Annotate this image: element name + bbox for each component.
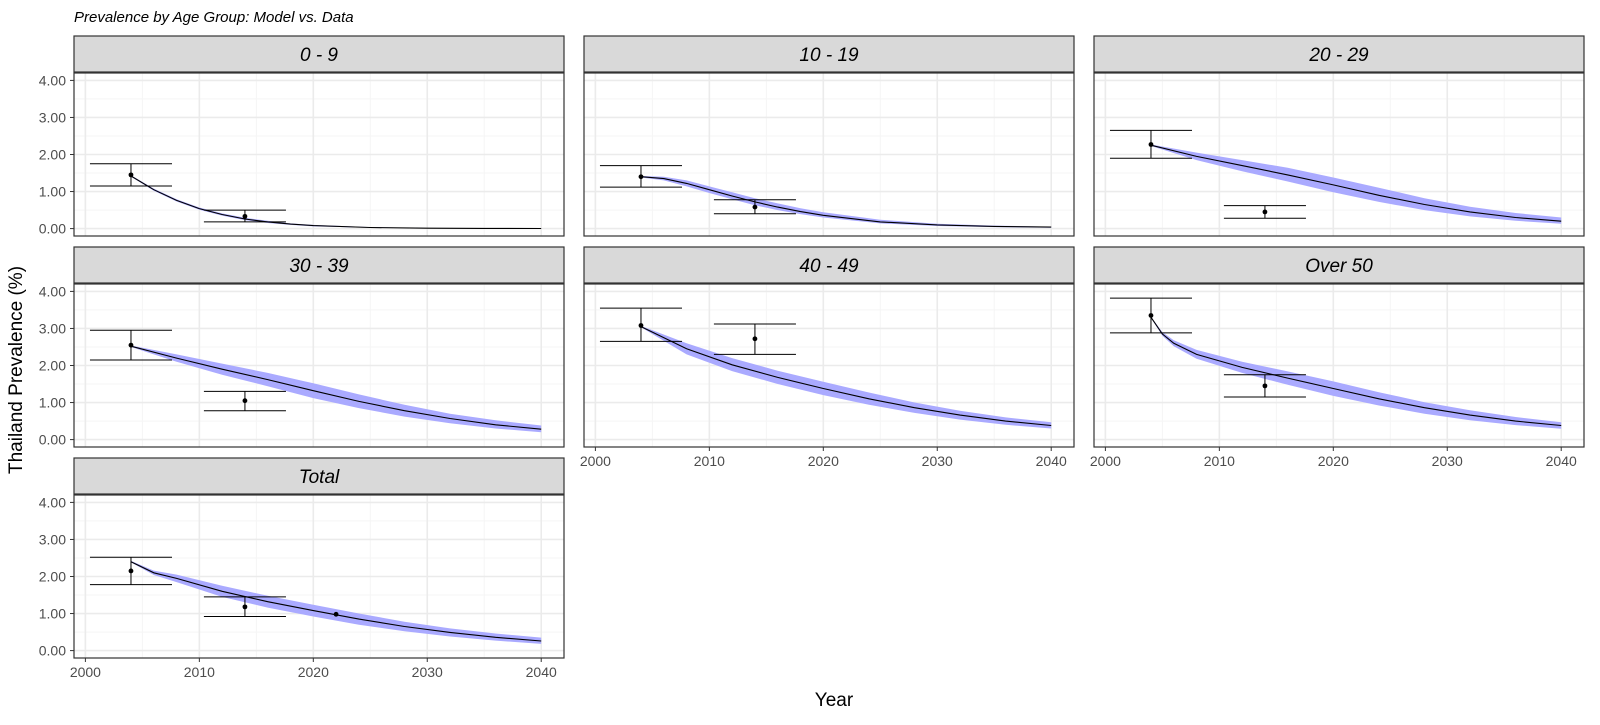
facet-panel: Over 50 2000 2010 2020 2030 2040 xyxy=(1090,246,1585,469)
model-line xyxy=(640,176,1052,228)
observed-point xyxy=(1148,313,1154,318)
model-ribbon xyxy=(1151,316,1562,429)
facet-strip-label: 10 - 19 xyxy=(799,45,859,66)
facet-strip-label: 20 - 29 xyxy=(1308,45,1369,66)
facet-panel: 30 - 39 0.00 1.00 2.00 3.00 4.00 xyxy=(39,246,565,448)
x-tick-label: 2030 xyxy=(412,664,443,680)
x-tick-label: 2000 xyxy=(70,664,101,680)
observed-point xyxy=(128,568,134,574)
y-tick-label: 2.00 xyxy=(39,147,66,163)
observed-point xyxy=(242,213,248,219)
panel-border xyxy=(583,283,1075,448)
x-tick-label: 2040 xyxy=(1036,453,1067,469)
facet-panel: 20 - 29 xyxy=(1093,35,1585,237)
facet-strip xyxy=(583,35,1075,73)
model-line xyxy=(640,326,1052,427)
y-tick-label: 4.00 xyxy=(39,283,66,299)
x-tick-label: 2030 xyxy=(1432,453,1463,469)
model-line xyxy=(130,345,542,430)
y-tick-label: 4.00 xyxy=(39,72,66,88)
x-tick-label: 2030 xyxy=(922,453,953,469)
x-tick-label: 2020 xyxy=(1318,453,1349,469)
y-tick-label: 2.00 xyxy=(39,569,66,585)
x-tick-label: 2020 xyxy=(298,664,329,680)
observed-point xyxy=(1262,209,1268,215)
x-tick-label: 2040 xyxy=(1546,453,1577,469)
facet-strip xyxy=(583,246,1075,284)
facet-strip-label: 0 - 9 xyxy=(300,45,338,66)
x-tick-label: 2040 xyxy=(526,664,557,680)
y-axis-title: Thailand Prevalence (%) xyxy=(6,266,27,474)
panels-layer: 0 - 9 0.00 1.00 2.00 3.00 4.00 10 - 19 20 - 29 3… xyxy=(39,35,1585,680)
y-tick-label: 2.00 xyxy=(39,358,66,374)
panel-border xyxy=(1093,283,1585,448)
facet-strip xyxy=(73,246,565,284)
observed-point xyxy=(242,398,248,404)
y-tick-label: 3.00 xyxy=(39,320,66,336)
facet-strip-label: 40 - 49 xyxy=(799,256,859,277)
observed-point xyxy=(638,174,644,180)
observed-point xyxy=(752,204,758,210)
facet-strip-label: Total xyxy=(299,467,340,488)
y-tick-label: 1.00 xyxy=(39,184,66,200)
facet-strip xyxy=(1093,246,1585,284)
x-tick-label: 2020 xyxy=(808,453,839,469)
y-tick-label: 0.00 xyxy=(39,221,66,237)
observed-point xyxy=(128,342,134,348)
facet-strip-label: Over 50 xyxy=(1305,256,1373,277)
y-tick-label: 1.00 xyxy=(39,606,66,622)
model-line xyxy=(130,561,542,642)
facet-strip xyxy=(73,457,565,495)
y-tick-label: 3.00 xyxy=(39,109,66,125)
y-tick-label: 4.00 xyxy=(39,494,66,510)
model-ribbon xyxy=(641,325,1052,429)
y-tick-label: 1.00 xyxy=(39,395,66,411)
observed-point xyxy=(752,336,758,342)
facet-panel: Total 0.00 1.00 2.00 3.00 4.00 2000 2010 2020 203… xyxy=(39,457,565,680)
x-tick-label: 2000 xyxy=(1090,453,1121,469)
x-tick-label: 2010 xyxy=(184,664,215,680)
facet-strip xyxy=(1093,35,1585,73)
observed-point xyxy=(1148,142,1154,147)
panel-border xyxy=(583,72,1075,237)
model-line xyxy=(1150,316,1562,427)
x-tick-label: 2000 xyxy=(580,453,611,469)
observed-point xyxy=(638,323,644,328)
y-tick-label: 0.00 xyxy=(39,432,66,448)
x-tick-label: 2010 xyxy=(1204,453,1235,469)
observed-point xyxy=(242,604,248,610)
model-ribbon xyxy=(1151,144,1562,224)
y-tick-label: 3.00 xyxy=(39,531,66,547)
facet-strip-label: 30 - 39 xyxy=(289,256,349,277)
x-tick-label: 2010 xyxy=(694,453,725,469)
model-ribbon xyxy=(131,560,542,644)
observed-point xyxy=(333,611,339,617)
facet-panel: 10 - 19 xyxy=(583,35,1075,237)
observed-point xyxy=(128,172,134,178)
model-ribbon xyxy=(131,345,542,433)
model-line xyxy=(1150,144,1562,222)
chart-title: Prevalence by Age Group: Model vs. Data xyxy=(74,9,354,26)
y-tick-label: 0.00 xyxy=(39,643,66,659)
observed-point xyxy=(1262,383,1268,389)
facet-panel: 0 - 9 0.00 1.00 2.00 3.00 4.00 xyxy=(39,35,565,237)
facet-strip xyxy=(73,35,565,73)
x-axis-title: Year xyxy=(815,690,854,711)
panel-border xyxy=(1093,72,1585,237)
facet-panel: 40 - 49 2000 2010 2020 2030 2040 xyxy=(580,246,1075,469)
